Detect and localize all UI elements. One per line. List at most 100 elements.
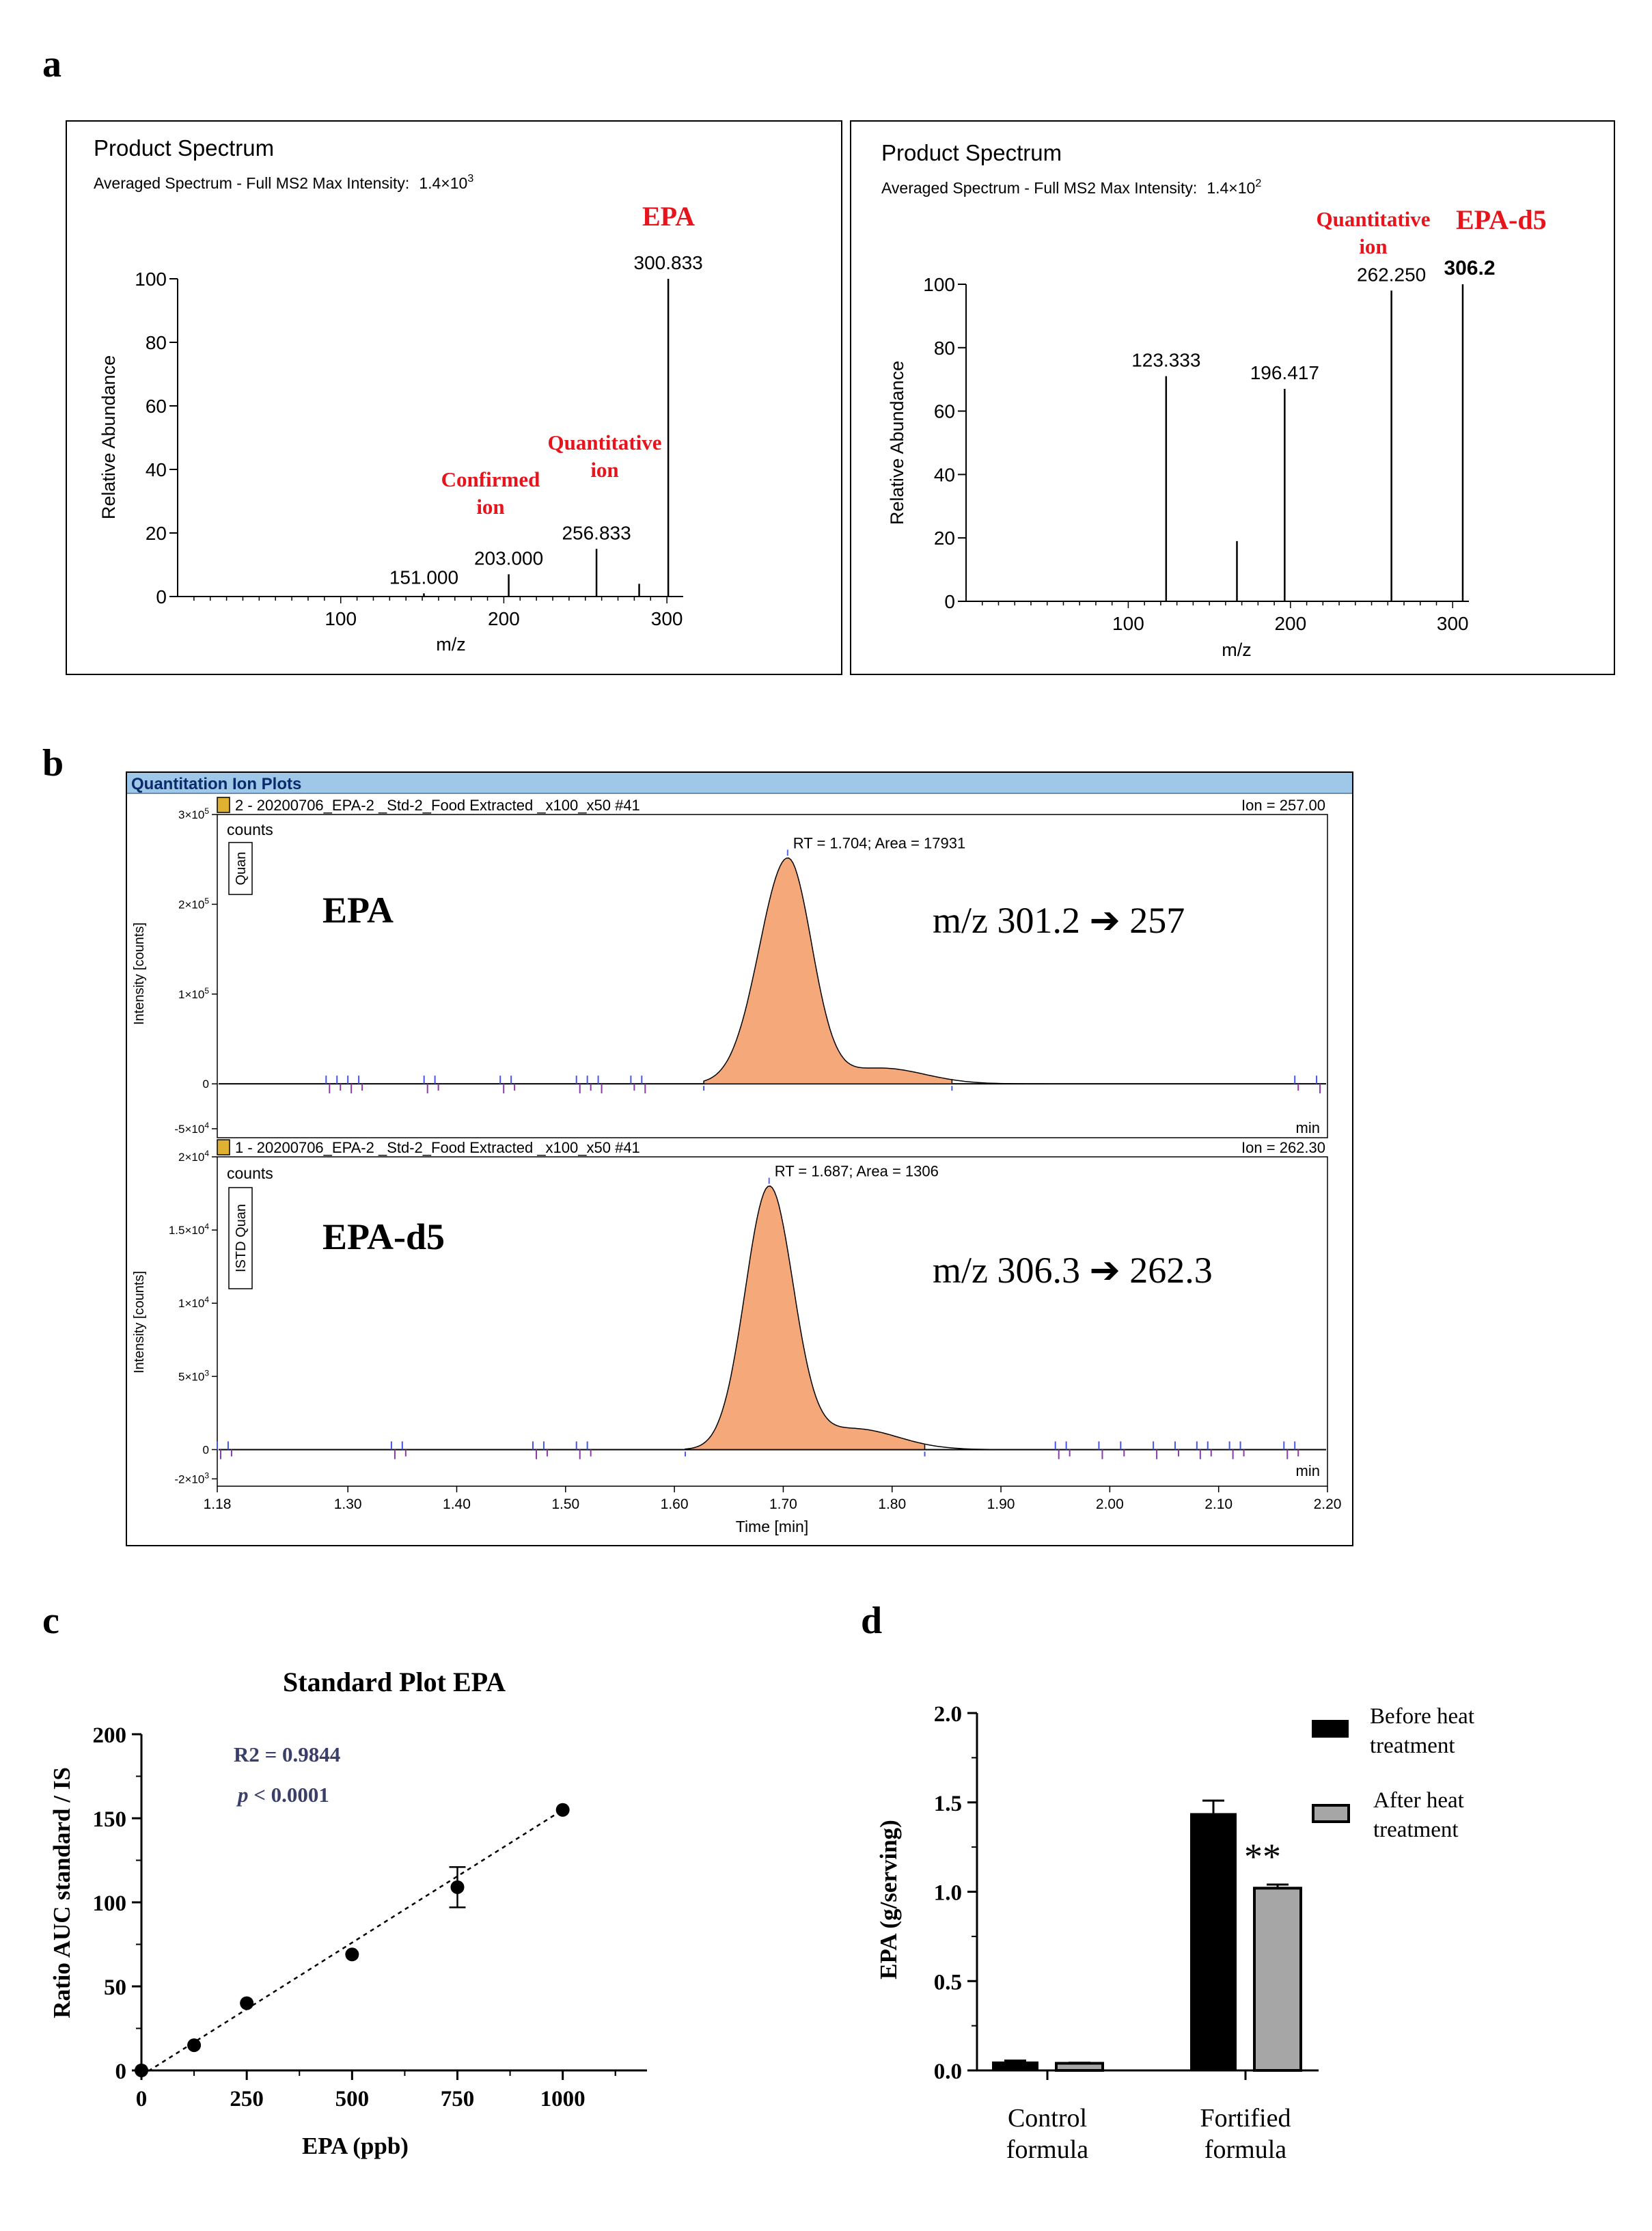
annotation-quantitative-ion: Quantitative ion [547, 430, 661, 482]
units-label: counts [227, 1164, 273, 1182]
chromatogram-peak-area [703, 857, 953, 1084]
spectrum-subtitle: Averaged Spectrum - Full MS2 Max Intensi… [94, 173, 473, 192]
y-axis-label: Relative Abundance [98, 355, 119, 519]
spectrum-subtitle: Averaged Spectrum - Full MS2 Max Intensi… [881, 178, 1261, 197]
x-tick-label: 2.00 [1096, 1496, 1124, 1512]
y-tick-label: 20 [146, 523, 167, 544]
y-axis: 0 20 40 60 80 100 [135, 269, 178, 607]
y-tick-label: -2×103 [174, 1470, 209, 1486]
peak-label: 196.417 [1250, 362, 1319, 383]
legend: Before heat treatment After heat treatme… [1312, 1704, 1474, 1842]
transition-label: m/z 306.3 ➔ 262.3 [933, 1250, 1213, 1291]
bar [1190, 1813, 1237, 2070]
y-tick-label: 0 [203, 1443, 209, 1456]
y-tick-label: 1.0 [934, 1881, 962, 1906]
y-tick-label: 0.0 [934, 2059, 962, 2084]
y-axis: 0 20 40 60 80 100 [923, 274, 967, 612]
y-tick-label: 1×104 [178, 1295, 209, 1310]
annotation-quantitative-ion: Quantitative ion [1316, 207, 1430, 258]
regression-line [141, 1809, 564, 2077]
data-point [187, 2038, 202, 2053]
x-tick-label: 1.60 [661, 1496, 689, 1512]
chromatogram-tail [952, 1079, 1052, 1084]
plot-frame-epa-d5 [217, 1156, 1328, 1487]
y-tick-label: 100 [135, 269, 167, 290]
y-tick-label: 80 [934, 338, 955, 359]
x-tick-label: 300 [651, 608, 683, 629]
x-tick-label: 1.40 [443, 1496, 471, 1512]
peak-annotation: RT = 1.704; Area = 17931 [793, 834, 965, 851]
x-tick-label: 500 [335, 2087, 370, 2111]
peak-annotation: RT = 1.687; Area = 1306 [775, 1163, 939, 1180]
x-axis-label: EPA (ppb) [302, 2133, 409, 2159]
y-tick-label: 0 [944, 591, 955, 612]
x-tick-label: 300 [1437, 613, 1469, 634]
trace-icon[interactable] [217, 1139, 230, 1155]
panel-letter-c: c [42, 1600, 59, 1642]
x-tick-label: 1.30 [334, 1496, 362, 1512]
legend-label-before: Before heat [1370, 1704, 1474, 1729]
bar [992, 2061, 1038, 2070]
quan-tag-box [228, 1187, 253, 1289]
x-axis: 100 200 300 [178, 596, 683, 629]
x-tick-label: 200 [1274, 613, 1306, 634]
data-point [240, 1996, 254, 2010]
y-tick-label: 60 [934, 401, 955, 422]
data-point [345, 1947, 359, 1962]
p-value-label: p < 0.0001 [236, 1783, 329, 1807]
y-axis-label: Ratio AUC standard / IS [49, 1767, 75, 2018]
transition-label: m/z 301.2 ➔ 257 [933, 900, 1185, 941]
standard-plot: Standard Plot EPA R2 = 0.9844 p < 0.0001… [49, 1667, 647, 2159]
x-tick-label: 250 [230, 2087, 264, 2111]
x-axis-label: m/z [436, 634, 466, 655]
epa-bar-chart: 0.00.51.01.52.0ControlformulaFortifiedfo… [875, 1702, 1474, 2164]
spectrum-title: Product Spectrum [881, 140, 1062, 165]
spectrum-title: Product Spectrum [94, 135, 274, 161]
category-label: formula [1204, 2135, 1286, 2164]
y-tick-label: 2.0 [934, 1702, 962, 1727]
chromatogram-peak-area [685, 1185, 926, 1451]
compound-label: EPA-d5 [1456, 204, 1547, 235]
bar [1055, 2062, 1104, 2072]
annotation-line2: ion [1359, 234, 1387, 258]
x-axis-label: m/z [1222, 640, 1252, 660]
y-tick-label: 150 [93, 1807, 127, 1832]
spectrum-frame [66, 120, 842, 675]
y-tick-label: 3×105 [178, 806, 209, 821]
x-tick-label: 100 [325, 608, 357, 629]
trace-header-text: 2 - 20200706_EPA-2 _Std-2_Food Extracted… [235, 797, 640, 814]
ion-label: Ion = 262.30 [1241, 1139, 1325, 1156]
x-tick-label: 2.10 [1204, 1496, 1233, 1512]
y-tick-label: 200 [93, 1723, 127, 1748]
legend-swatch-after [1312, 1804, 1350, 1823]
trace-icon[interactable] [217, 797, 230, 813]
annotation-line1: Quantitative [547, 430, 661, 454]
plot-frame-epa [217, 814, 1328, 1138]
y-tick-label: 0.5 [934, 1970, 962, 1995]
compound-label: EPA [642, 201, 695, 232]
min-label: min [1296, 1462, 1320, 1479]
y-tick-label: 100 [93, 1891, 127, 1916]
bar [1253, 1887, 1302, 2072]
window-titlebar [127, 773, 1352, 793]
category-label: Control [1008, 2104, 1087, 2133]
spectrum-epa-d5: Product Spectrum Averaged Spectrum - Ful… [850, 120, 1615, 675]
y-tick-label: 80 [146, 332, 167, 353]
y-axis-label: Intensity [counts] [132, 922, 147, 1025]
y-tick-label: 0 [115, 2059, 127, 2084]
peak-label: 306.2 [1444, 257, 1495, 279]
chromatogram-tail [924, 1443, 1051, 1451]
y-tick-label: 50 [104, 1975, 126, 2000]
x-tick-label: 200 [488, 608, 520, 629]
y-tick-label: 20 [934, 528, 955, 549]
y-tick-label: 1.5 [934, 1792, 962, 1816]
x-tick-label: 1.70 [769, 1496, 797, 1512]
spectrum-epa: Product Spectrum Averaged Spectrum - Ful… [66, 120, 842, 675]
data-point [450, 1880, 465, 1894]
y-tick-label: 100 [923, 274, 955, 295]
compound-label: EPA-d5 [322, 1216, 445, 1257]
peak-label: 123.333 [1131, 350, 1200, 371]
min-label: min [1296, 1119, 1320, 1136]
legend-label-before: treatment [1370, 1734, 1455, 1758]
peak-label: 203.000 [474, 547, 543, 569]
